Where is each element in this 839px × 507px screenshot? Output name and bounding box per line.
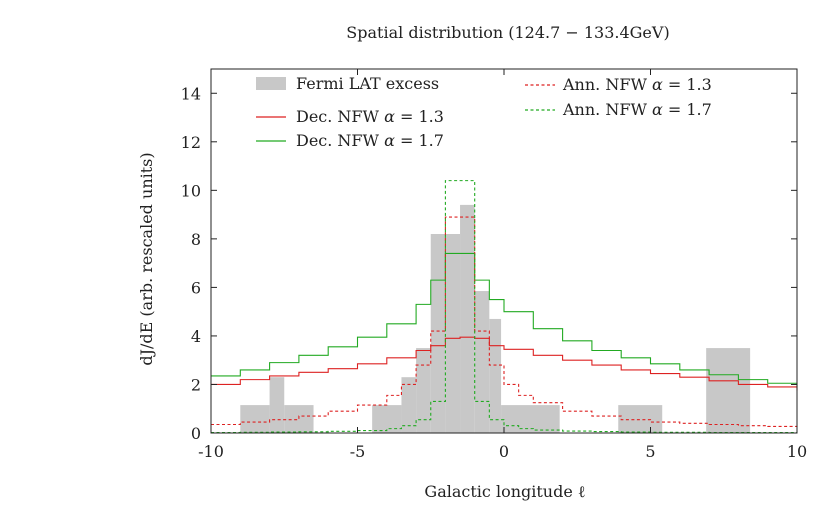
chart-title: Spatial distribution (124.7 − 133.4GeV) — [346, 23, 669, 42]
plot-area: -10 -5 0 5 10 0 2 4 6 8 10 12 14 — [181, 68, 807, 461]
y-tick-label-2: 4 — [191, 327, 201, 346]
excess-bar-5 — [416, 348, 431, 433]
excess-bar-12 — [618, 405, 663, 433]
legend-label-value-0: = 1.3 — [395, 107, 444, 126]
legend-label-3: Ann. NFW α = 1.7 — [562, 100, 712, 119]
x-tick-label-0: -10 — [198, 442, 224, 461]
y-axis-label: dJ/dE (arb. rescaled units) — [137, 152, 156, 365]
y-tick-label-3: 6 — [191, 278, 201, 297]
legend-label-value-2: = 1.3 — [663, 75, 712, 94]
legend-label-prefix-0: Dec. NFW — [296, 107, 384, 126]
legend-label-prefix-1: Dec. NFW — [296, 131, 384, 150]
y-tick-label-0: 0 — [191, 424, 201, 443]
legend-label-prefix-3: Ann. NFW — [562, 100, 652, 119]
legend-label-alpha-2: α — [652, 75, 663, 94]
series-line-3 — [211, 180, 797, 434]
excess-bar-11 — [501, 405, 560, 433]
y-tick-label-4: 8 — [191, 230, 201, 249]
excess-bar-0 — [240, 405, 270, 433]
legend-label-1: Dec. NFW α = 1.7 — [296, 131, 444, 150]
x-tick-label-4: 10 — [787, 442, 807, 461]
y-tick-label-5: 10 — [181, 181, 201, 200]
legend-label-alpha-1: α — [384, 131, 395, 150]
legend-label-prefix-2: Ann. NFW — [562, 75, 652, 94]
excess-bar-7 — [445, 234, 461, 433]
excess-bar-9 — [474, 291, 490, 433]
excess-bar-1 — [269, 377, 285, 433]
legend-label-excess: Fermi LAT excess — [296, 74, 439, 93]
legend-label-2: Ann. NFW α = 1.3 — [562, 75, 712, 94]
series-line-1 — [211, 252, 798, 387]
excess-bar-6 — [430, 234, 446, 433]
x-tick-label-3: 5 — [645, 442, 655, 461]
excess-bar-13 — [706, 348, 751, 433]
legend-label-value-3: = 1.7 — [663, 100, 712, 119]
y-tick-label-1: 2 — [191, 375, 201, 394]
y-tick-label-6: 12 — [181, 133, 201, 152]
legend-label-value-1: = 1.7 — [395, 131, 444, 150]
excess-bar-10 — [489, 318, 502, 433]
excess-bar-4 — [401, 377, 417, 433]
x-axis-label: Galactic longitude ℓ — [424, 482, 585, 501]
legend-swatch-excess — [256, 77, 286, 90]
excess-bar-2 — [284, 405, 314, 433]
y-tick-label-7: 14 — [181, 84, 201, 103]
excess-bar-8 — [460, 204, 475, 433]
x-tick-label-1: -5 — [350, 442, 366, 461]
series-line-2 — [211, 216, 798, 427]
legend-label-alpha-0: α — [384, 107, 395, 126]
x-tick-label-2: 0 — [499, 442, 509, 461]
legend-label-0: Dec. NFW α = 1.3 — [296, 107, 444, 126]
legend-label-alpha-3: α — [652, 100, 663, 119]
